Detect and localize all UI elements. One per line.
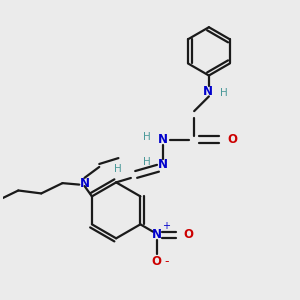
Text: +: +	[162, 221, 170, 231]
Text: O: O	[152, 255, 162, 268]
Text: H: H	[143, 157, 151, 167]
Text: H: H	[143, 132, 151, 142]
Text: N: N	[152, 228, 162, 241]
Text: O: O	[183, 228, 193, 241]
Text: H: H	[220, 88, 228, 98]
Text: N: N	[158, 158, 168, 171]
Text: -: -	[165, 255, 169, 268]
Text: N: N	[202, 85, 212, 98]
Text: O: O	[227, 133, 237, 146]
Text: N: N	[80, 177, 90, 190]
Text: N: N	[158, 133, 168, 146]
Text: H: H	[114, 164, 122, 174]
